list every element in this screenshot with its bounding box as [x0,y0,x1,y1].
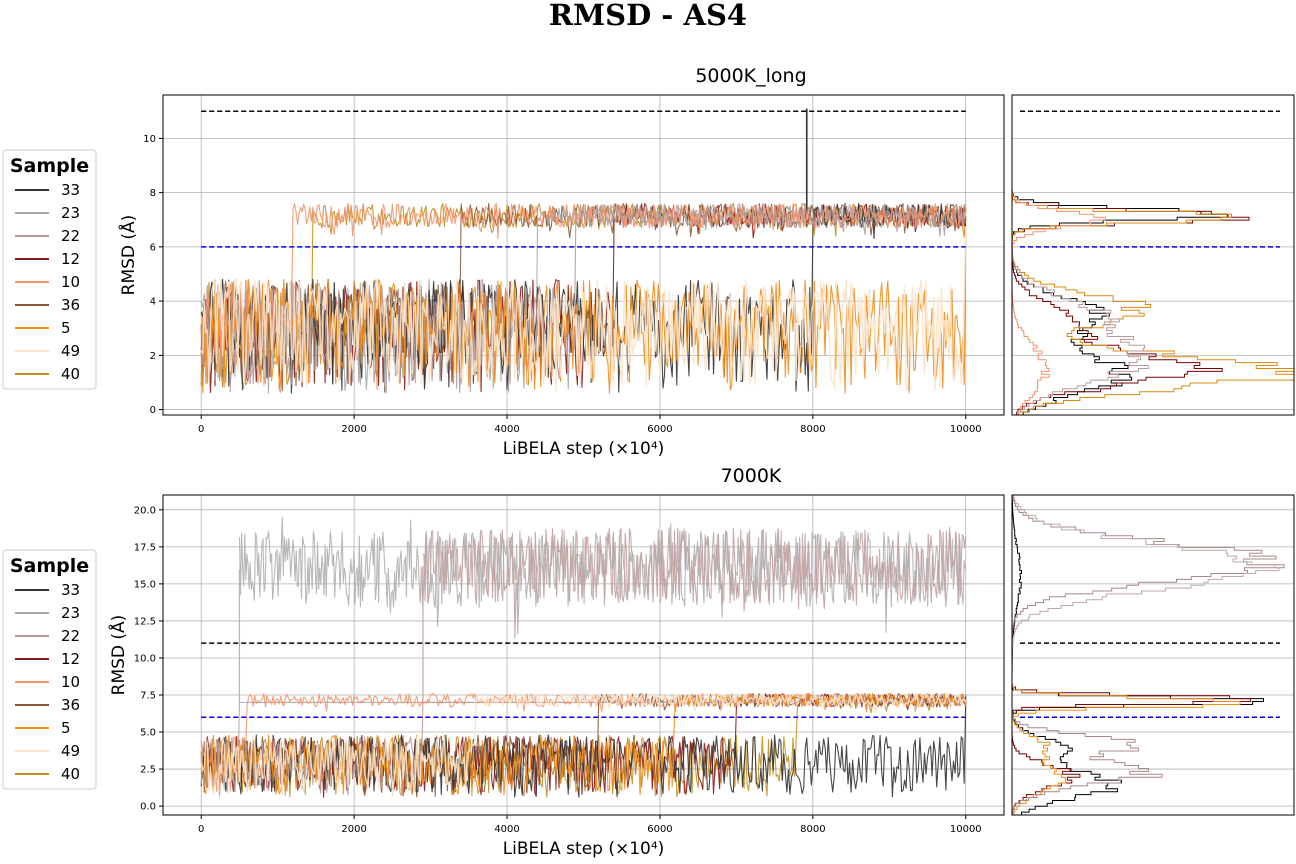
legend-label-22: 22 [61,227,80,245]
panel-1: 5000K_long 0 2000 4000 6000 8000 10000 0 2 4 6 8 10 L… [2,65,1295,459]
y-tick-label: 0 [150,405,156,416]
y-tick-label: 5.0 [140,728,156,739]
hist-layer [1012,495,1285,815]
legend-label-33: 33 [61,581,80,599]
plot-frame [162,494,1005,816]
series-49 [200,692,967,798]
figure-title: RMSD - AS4 [548,0,748,32]
series-layer [200,108,967,394]
legend-label-40: 40 [61,365,80,383]
x-tick-label: 2000 [341,824,366,835]
x-tick-label: 8000 [800,824,825,835]
y-axis-label: RMSD (Å) [117,215,139,296]
hist-12 [1012,495,1252,815]
y-tick-label: 6 [150,242,156,253]
legend-label-12: 12 [61,250,80,268]
x-tick-label: 4000 [494,424,519,435]
x-tick-label: 0 [198,424,204,435]
hist-frame [1011,494,1295,816]
legend-label-49: 49 [61,742,80,760]
y-axis-label: RMSD (Å) [107,615,129,696]
hist-22 [1012,95,1149,415]
legend-box [2,149,97,390]
legend-label-23: 23 [61,604,80,622]
x-tick-label: 6000 [647,824,672,835]
hist-10 [1012,495,1241,815]
x-tick-label: 10000 [950,424,982,435]
y-tick-label: 2.5 [140,765,156,776]
legend-label-10: 10 [61,673,80,691]
legend-title: Sample [10,155,89,177]
y-tick-label: 10.0 [134,653,156,664]
series-5 [200,227,967,394]
hist-40 [1012,95,1294,415]
y-tick-label: 17.5 [134,542,156,553]
y-tick-label: 12.5 [134,616,156,627]
x-tick-label: 10000 [950,824,982,835]
hist-area [1012,495,1294,815]
legend-label-36: 36 [61,296,80,314]
y-tick-label: 15.0 [134,579,156,590]
y-tick-label: 7.5 [140,691,156,702]
plot-frame [162,94,1005,416]
legend-label-33: 33 [61,181,80,199]
legend-label-12: 12 [61,650,80,668]
hist-23 [1012,495,1280,815]
x-tick-label: 4000 [494,824,519,835]
panel-title: 7000K [721,465,782,487]
panel-2: 7000K 0 2000 4000 6000 8000 10000 0.0 2.5 5.0 7.5 1… [2,465,1295,859]
hist-area [1012,95,1294,415]
y-tick-label: 4 [150,297,156,308]
series-layer [200,516,967,798]
x-tick-label: 6000 [647,424,672,435]
legend-label-40: 40 [61,765,80,783]
x-tick-label: 8000 [800,424,825,435]
legend-label-23: 23 [61,204,80,222]
x-axis-label: LiBELA step (×10⁴) [503,839,665,859]
y-tick-label: 10 [143,134,156,145]
y-tick-label: 0.0 [140,802,156,813]
series-10 [200,202,967,393]
y-tick-label: 20.0 [134,505,156,516]
legend-label-22: 22 [61,627,80,645]
x-axis-label: LiBELA step (×10⁴) [503,439,665,459]
x-tick-label: 0 [198,824,204,835]
hist-12 [1012,95,1250,415]
unfolded-band-2 [422,527,967,639]
series-49 [200,226,967,392]
legend-label-5: 5 [61,319,71,337]
legend-box [2,549,97,790]
legend-label-5: 5 [61,719,71,737]
legend-label-10: 10 [61,273,80,291]
hist-frame [1011,94,1295,416]
y-tick-label: 8 [150,188,156,199]
legend: Sample 33 23 22 12 10 36 5 49 40 [2,549,97,790]
legend-label-49: 49 [61,342,80,360]
panel-title: 5000K_long [695,65,806,87]
y-tick-label: 2 [150,351,156,362]
legend-label-36: 36 [61,696,80,714]
legend-title: Sample [10,555,89,577]
legend: Sample 33 23 22 12 10 36 5 49 40 [2,149,97,390]
x-tick-label: 2000 [341,424,366,435]
